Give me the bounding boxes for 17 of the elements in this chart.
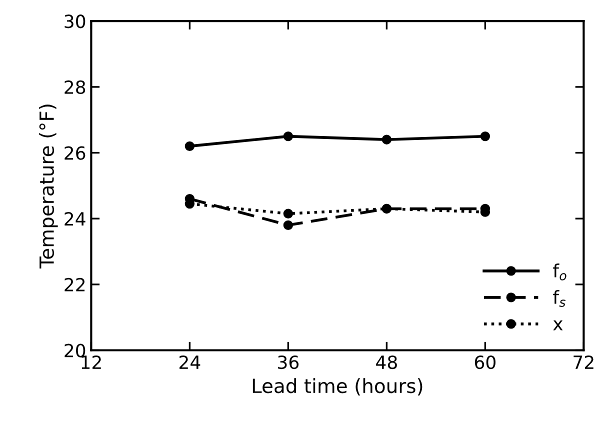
x-tick-label: 12 [82,355,101,369]
y-tick-label: 28 [64,80,86,94]
y-tick-label: 22 [64,278,85,292]
x-tick-label: 48 [376,355,397,370]
x-axis-title: Lead time (hours) [252,378,422,396]
y-tick-label: 20 [64,344,86,358]
x-tick-label: 72 [574,355,594,369]
x-tick-label: 24 [180,355,200,369]
y-tick-label: 24 [64,212,86,226]
legend-label: f$_{s}$ [553,290,566,307]
y-tick-label: 26 [64,146,86,160]
x-tick-label: 60 [474,355,496,370]
legend-label: f$_{o}$ [553,264,566,280]
x-tick-label: 36 [278,355,299,370]
y-axis-title: Temperature (°F) [39,104,58,268]
legend-label: x [553,320,563,330]
y-tick-label: 30 [64,14,86,28]
